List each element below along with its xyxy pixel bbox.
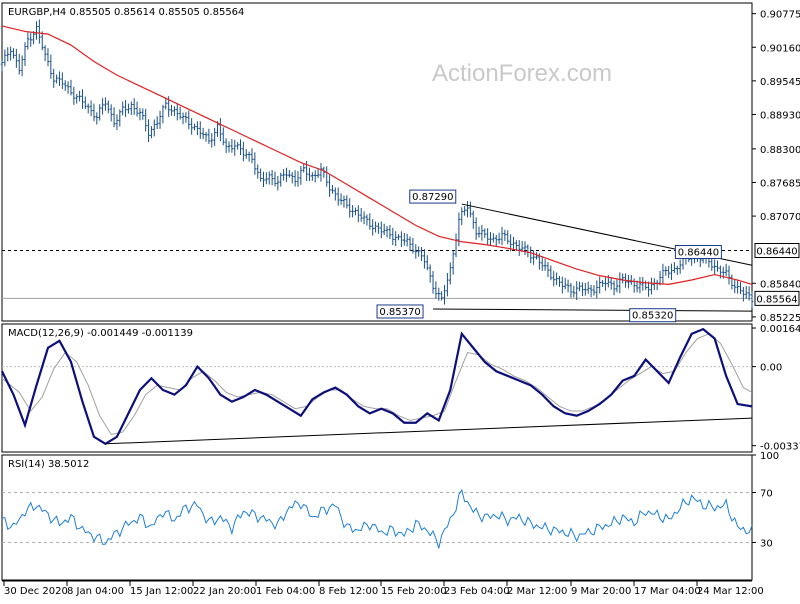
rsi-header: RSI(14) 38.5012 <box>8 459 89 470</box>
price-tick-label: 0.90160 <box>760 43 800 54</box>
price-panel-frame <box>1 2 753 322</box>
rsi-panel-frame <box>1 454 753 581</box>
price-tick-label: 0.90775 <box>760 10 800 21</box>
annotation-box <box>376 304 424 319</box>
price-tick-label: 0.88930 <box>760 110 800 121</box>
level-axis-label-box <box>754 243 800 259</box>
x-tick-label: 24 Mar 12:00 <box>697 586 764 597</box>
rsi-tick-label: 100 <box>760 451 779 462</box>
last-price-axis-label: 0.85564 <box>756 294 797 305</box>
macd-tick-label: 0.00 <box>760 363 782 374</box>
level-axis-label: 0.86440 <box>756 247 797 258</box>
annotation-box <box>674 245 722 260</box>
watermark: ActionForex.com <box>432 60 612 87</box>
x-tick-label: 15 Jan 12:00 <box>130 586 193 597</box>
macd-line <box>1 327 753 446</box>
price-tick-label: 0.87685 <box>760 178 800 189</box>
x-tick-label: 2 Mar 12:00 <box>507 586 567 597</box>
annotation-label: 0.85320 <box>632 311 673 322</box>
x-tick-label: 8 Jan 04:00 <box>67 586 124 597</box>
price-tick-label: 0.87070 <box>760 212 800 223</box>
x-tick-label: 8 Feb 12:00 <box>319 586 378 597</box>
macd-tick-label: -0.003379 <box>760 442 800 453</box>
price-tick-label: 0.85840 <box>760 279 800 290</box>
last-price-axis-label-box <box>754 290 800 306</box>
x-tick-label: 9 Mar 20:00 <box>571 586 631 597</box>
annotation-box <box>409 189 457 204</box>
annotation-label: 0.86440 <box>678 248 719 259</box>
x-tick-label: 17 Mar 04:00 <box>634 586 701 597</box>
x-tick-label: 30 Dec 2020 <box>4 586 68 597</box>
price-header: EURGBP,H4 0.85505 0.85614 0.85505 0.8556… <box>8 7 244 18</box>
annotation-label: 0.85370 <box>379 307 420 318</box>
annotation-label: 0.87290 <box>412 192 453 203</box>
price-tick-label: 0.89545 <box>760 77 800 88</box>
annotation-box <box>629 308 677 323</box>
macd-header: MACD(12,26,9) -0.001449 -0.001139 <box>8 328 193 339</box>
rsi-tick-label: 30 <box>760 539 773 550</box>
price-tick-label: 0.85225 <box>760 313 800 324</box>
x-tick-label: 22 Jan 20:00 <box>193 586 256 597</box>
lower-trendline <box>433 308 753 312</box>
price-tick-label: 0.88300 <box>760 145 800 156</box>
macd-tick-label: 0.001648 <box>760 324 800 335</box>
moving-average-line <box>1 25 753 285</box>
x-tick-label: 1 Feb 04:00 <box>256 586 315 597</box>
rsi-tick-label: 70 <box>760 489 773 500</box>
rsi-line <box>1 488 753 549</box>
x-tick-label: 23 Feb 04:00 <box>444 586 510 597</box>
macd-trendline <box>105 417 753 445</box>
x-tick-label: 15 Feb 20:00 <box>381 586 447 597</box>
macd-panel-frame <box>1 323 753 453</box>
